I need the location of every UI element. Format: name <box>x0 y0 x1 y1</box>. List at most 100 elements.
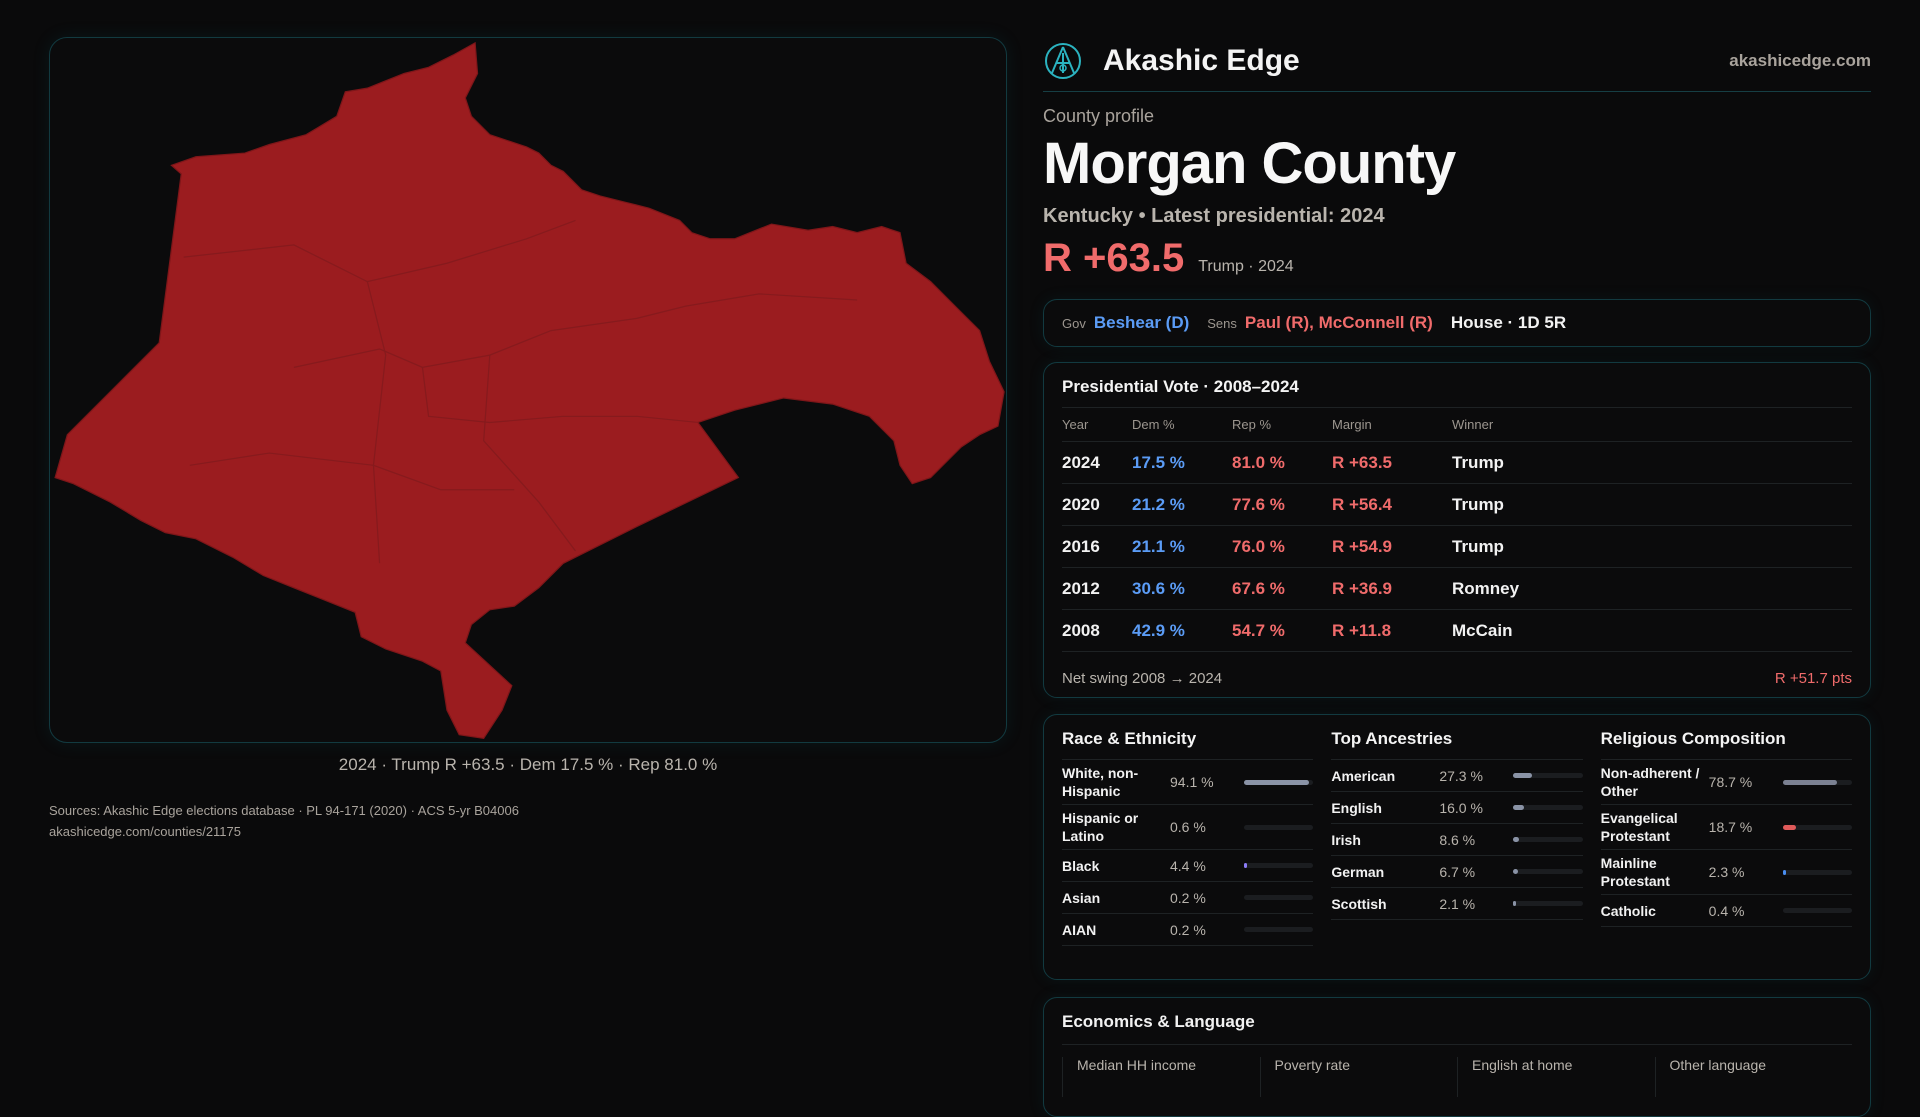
bar-track <box>1244 824 1314 830</box>
rep-pct-cell: 54.7 % <box>1232 620 1285 640</box>
bar-track <box>1244 779 1314 785</box>
demographic-value: 0.4 % <box>1708 902 1745 919</box>
senators: Paul (R), McConnell (R) <box>1244 313 1433 332</box>
winner-cell: Romney <box>1452 578 1520 598</box>
rep-pct-cell: 67.6 % <box>1232 578 1285 598</box>
demographic-section: Top Ancestries American 27.3 % English 16.0 … <box>1331 729 1583 965</box>
akashic-edge-logo-icon[interactable] <box>1043 41 1083 81</box>
year-cell: 2012 <box>1062 578 1100 598</box>
margin-cell: R +54.9 <box>1332 536 1393 556</box>
bar-fill <box>1782 824 1796 830</box>
demographic-label: Non-adherent / Other <box>1600 765 1700 799</box>
dem-pct-cell: 21.1 % <box>1132 536 1185 556</box>
vote-table-header: Year Dem % Rep % Margin Winner <box>1062 408 1852 442</box>
winner-cell: Trump <box>1452 536 1504 556</box>
vote-row: 2016 21.1 % 76.0 % R +54.9 Trump <box>1062 526 1852 568</box>
sources-footer: Sources: Akashic Edge elections database… <box>49 800 1007 842</box>
demographic-value: 78.7 % <box>1708 774 1753 790</box>
demographic-row: Asian 0.2 % <box>1062 882 1314 914</box>
year-cell: 2020 <box>1062 494 1100 514</box>
brand-name[interactable]: Akashic Edge <box>1103 43 1300 77</box>
bar-track <box>1513 869 1583 874</box>
sources-text: Sources: Akashic Edge elections database… <box>49 803 519 818</box>
demographic-value: 27.3 % <box>1439 767 1483 784</box>
econ-header: Other language <box>1654 1057 1853 1097</box>
map-caption: 2024 · Trump R +63.5 · Dem 17.5 % · Rep … <box>338 755 718 774</box>
demographic-row: White, non-Hispanic 94.1 % <box>1062 760 1314 805</box>
vote-row: 2024 17.5 % 81.0 % R +63.5 Trump <box>1062 442 1852 484</box>
column-header: Winner <box>1452 417 1494 432</box>
net-swing: Net swing 2008 → 2024 R +51.7 pts <box>1062 670 1852 687</box>
sens-label: Sens <box>1207 315 1237 331</box>
swing-value: R +51.7 pts <box>1774 670 1852 687</box>
demographic-label: Hispanic or Latino <box>1062 810 1139 844</box>
margin-cell: R +36.9 <box>1332 578 1393 598</box>
demographic-row: Irish 8.6 % <box>1331 824 1583 856</box>
page-title: Morgan County <box>1043 131 1456 196</box>
column-header: Year <box>1062 417 1089 432</box>
bar-fill <box>1244 779 1310 785</box>
winner-cell: Trump <box>1452 494 1504 514</box>
demographic-section: Religious Composition Non-adherent / Othe… <box>1600 729 1852 965</box>
bar-track <box>1244 863 1314 868</box>
county-map-panel <box>49 37 1007 743</box>
winner-cell: McCain <box>1452 620 1513 640</box>
site-header: Akashic Edge akashicedge.com <box>1043 30 1871 92</box>
demographic-value: 94.1 % <box>1170 774 1214 790</box>
bar-fill <box>1782 779 1838 785</box>
year-cell: 2016 <box>1062 536 1100 556</box>
demographic-value: 4.4 % <box>1170 857 1206 874</box>
vote-row: 2008 42.9 % 54.7 % R +11.8 McCain <box>1062 610 1852 652</box>
site-link[interactable]: akashicedge.com <box>1729 50 1871 70</box>
economics-panel: Economics & Language Median HH income Po… <box>1043 997 1871 1117</box>
bar-fill <box>1513 869 1518 874</box>
officials-bar: Gov Beshear (D) Sens Paul (R), McConnell… <box>1043 299 1871 347</box>
gov-label: Gov <box>1062 315 1086 331</box>
demographic-row: Catholic 0.4 % <box>1600 895 1852 927</box>
vote-title: Presidential Vote · 2008–2024 <box>1062 377 1852 408</box>
economics-headers: Median HH income Poverty rate English at… <box>1062 1057 1852 1097</box>
page-subtitle: Kentucky • Latest presidential: 2024 <box>1043 205 1385 227</box>
demographic-value: 16.0 % <box>1439 799 1483 816</box>
demographics-panel: Race & Ethnicity White, non-Hispanic 94.1 … <box>1043 714 1871 980</box>
vote-row: 2020 21.2 % 77.6 % R +56.4 Trump <box>1062 484 1852 526</box>
headline-margin: R +63.5 Trump · 2024 <box>1043 236 1871 281</box>
demographic-label: German <box>1331 863 1385 880</box>
demographic-label: Mainline Protestant <box>1600 855 1670 889</box>
rep-pct-cell: 77.6 % <box>1232 494 1285 514</box>
bar-fill <box>1513 773 1533 778</box>
county-url[interactable]: akashicedge.com/counties/21175 <box>49 824 241 839</box>
margin-cell: R +11.8 <box>1332 620 1392 640</box>
column-header: Dem % <box>1132 417 1175 432</box>
demographic-row: Hispanic or Latino 0.6 % <box>1062 805 1314 850</box>
bar-track <box>1782 869 1852 875</box>
demographic-label: Asian <box>1062 889 1101 906</box>
year-cell: 2008 <box>1062 620 1100 640</box>
section-title: Top Ancestries <box>1331 729 1583 760</box>
demographic-row: Scottish 2.1 % <box>1331 888 1583 920</box>
swing-label: Net swing 2008 → 2024 <box>1062 670 1223 687</box>
demographic-row: AIAN 0.2 % <box>1062 914 1314 946</box>
bar-fill <box>1244 863 1248 868</box>
demographic-value: 8.6 % <box>1439 831 1476 848</box>
margin-cell: R +63.5 <box>1332 452 1393 472</box>
margin-value: R +63.5 <box>1043 236 1185 280</box>
vote-table: Year Dem % Rep % Margin Winner 2024 17.5 % 81.0… <box>1062 408 1852 652</box>
column-header: Margin <box>1332 417 1372 432</box>
vote-row: 2012 30.6 % 67.6 % R +36.9 Romney <box>1062 568 1852 610</box>
demographic-row: English 16.0 % <box>1331 792 1583 824</box>
bar-track <box>1513 805 1583 810</box>
demographic-row: Evangelical Protestant 18.7 % <box>1600 805 1852 850</box>
bar-track <box>1513 837 1583 842</box>
presidential-vote-panel: Presidential Vote · 2008–2024 Year Dem % R… <box>1043 362 1871 698</box>
demographic-row: Non-adherent / Other 78.7 % <box>1600 760 1852 805</box>
demographic-section: Race & Ethnicity White, non-Hispanic 94.1 … <box>1062 729 1314 965</box>
demographic-row: Black 4.4 % <box>1062 850 1314 882</box>
profile-kicker: County profile <box>1043 106 1155 126</box>
column-header: Rep % <box>1232 417 1272 432</box>
econ-header: Poverty rate <box>1259 1057 1458 1097</box>
demographic-value: 6.7 % <box>1439 863 1476 880</box>
bar-fill <box>1513 837 1520 842</box>
dem-pct-cell: 21.2 % <box>1132 494 1185 514</box>
econ-header: Median HH income <box>1062 1057 1260 1097</box>
